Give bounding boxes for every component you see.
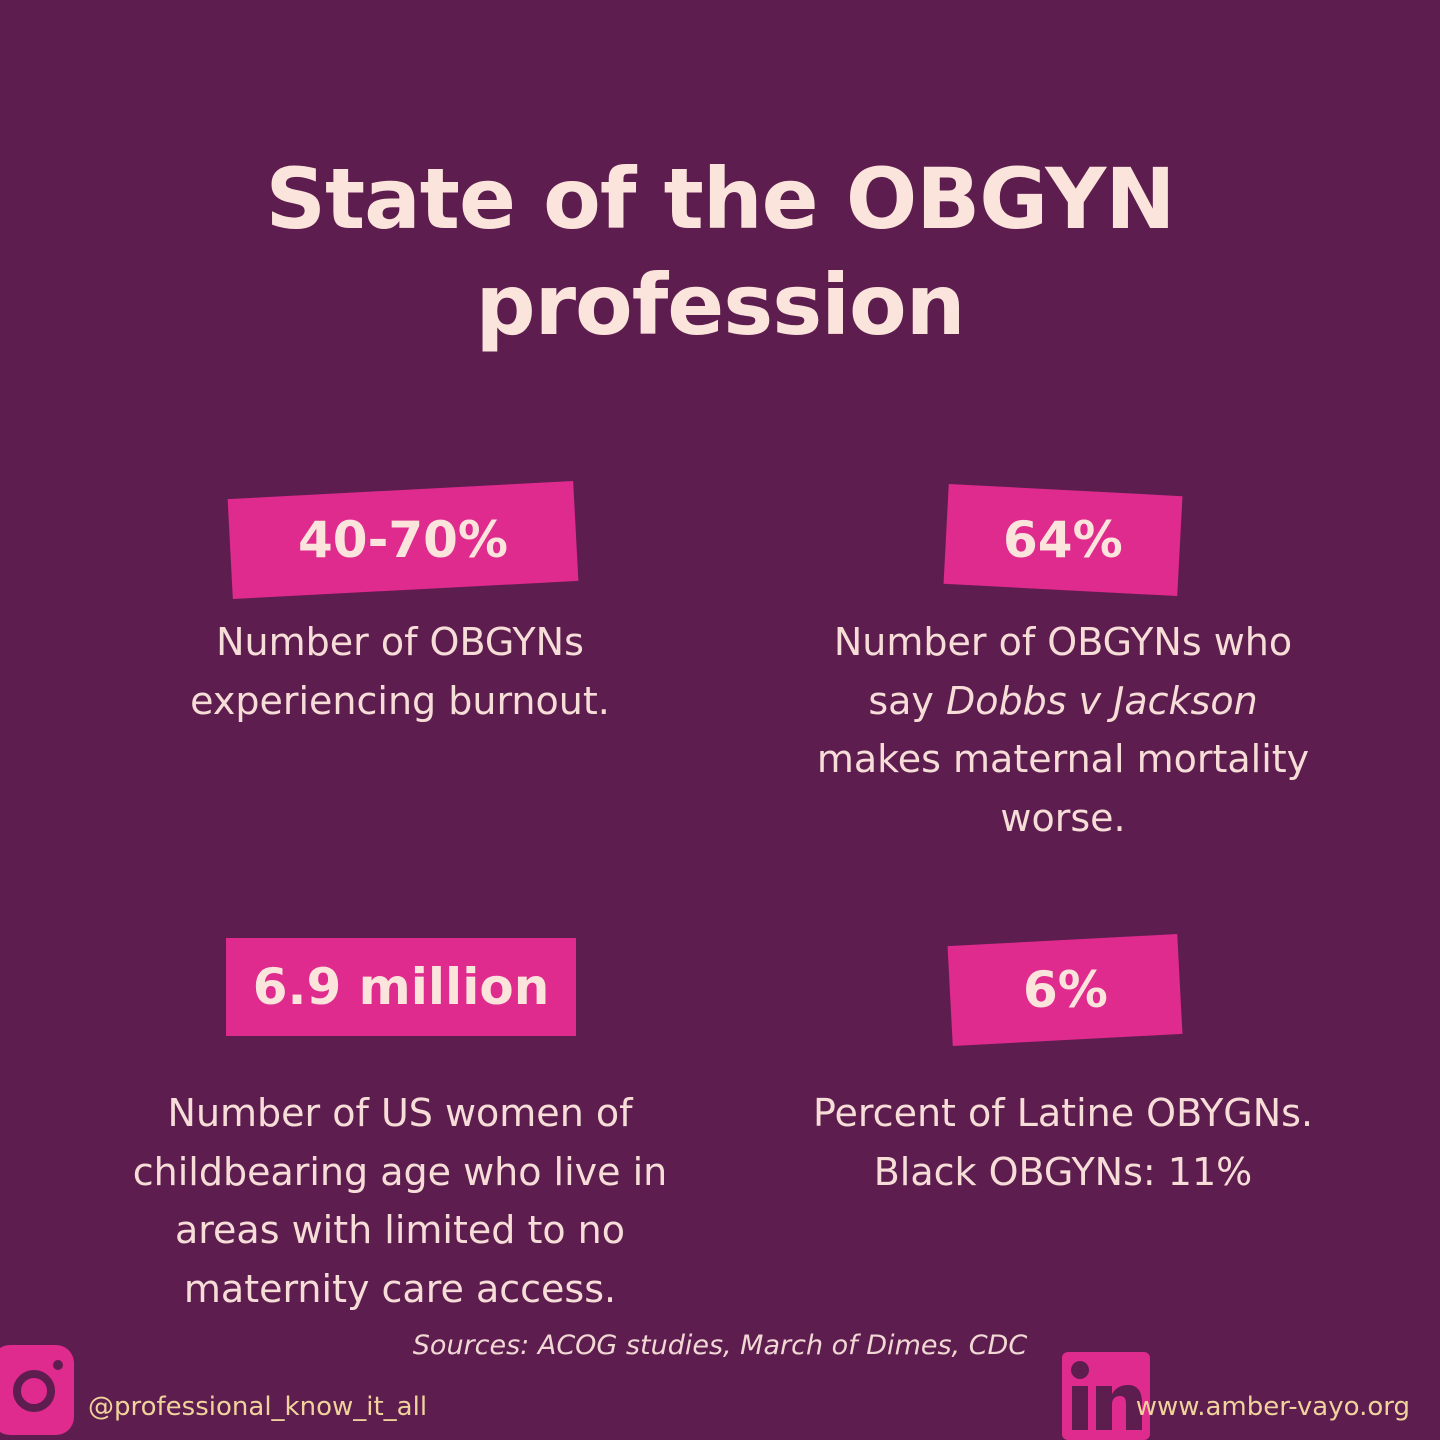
website: www.amber-vayo.org xyxy=(1135,1392,1410,1422)
description-line: Number of OBGYNs who xyxy=(833,620,1293,664)
stat-badge: 6.9 million xyxy=(226,938,576,1036)
stat-badge: 64% xyxy=(943,483,1183,597)
description-line: experiencing burnout. xyxy=(190,678,610,723)
stat-description: Number of OBGYNs experiencing burnout. xyxy=(80,613,720,730)
description-line: areas with limited to no xyxy=(174,1208,626,1252)
stat-value: 64% xyxy=(1003,511,1123,569)
description-line: maternity care access. xyxy=(183,1266,617,1311)
description-line: say Dobbs v Jackson xyxy=(743,672,1383,731)
description-line: makes maternal mortality xyxy=(816,737,1310,781)
sources: Sources: ACOG studies, March of Dimes, C… xyxy=(412,1330,1028,1361)
stat-badge: 40-70% xyxy=(227,481,579,599)
description-line: Percent of Latine OBYGNs. xyxy=(812,1091,1314,1135)
title-line: profession xyxy=(475,256,965,354)
handle: @professional_know_it_all xyxy=(88,1392,428,1422)
stat-description: Number of US women of childbearing age wh… xyxy=(80,1084,720,1318)
instagram-icon xyxy=(0,1345,74,1435)
description-line: Number of US women of xyxy=(167,1091,633,1135)
description-line: Black OBGYNs: 11% xyxy=(873,1149,1253,1194)
stat-description: Number of OBGYNs who say Dobbs v Jackson m… xyxy=(743,613,1383,847)
stat-description: Percent of Latine OBYGNs. Black OBGYNs: 1… xyxy=(743,1084,1383,1201)
stat-badge: 6% xyxy=(947,934,1183,1046)
description-line: childbearing age who live in xyxy=(132,1149,668,1194)
stat-value: 40-70% xyxy=(297,511,509,570)
description-line: worse. xyxy=(1000,795,1126,840)
stat-value: 6.9 million xyxy=(252,958,550,1016)
title-line: State of the OBGYN xyxy=(265,150,1175,248)
stat-value: 6% xyxy=(1022,961,1108,1020)
description-segment: Dobbs v Jackson xyxy=(945,678,1258,723)
description-segment: say xyxy=(868,678,946,723)
description-line: Number of OBGYNs xyxy=(216,620,584,664)
linkedin-icon xyxy=(1062,1352,1150,1440)
